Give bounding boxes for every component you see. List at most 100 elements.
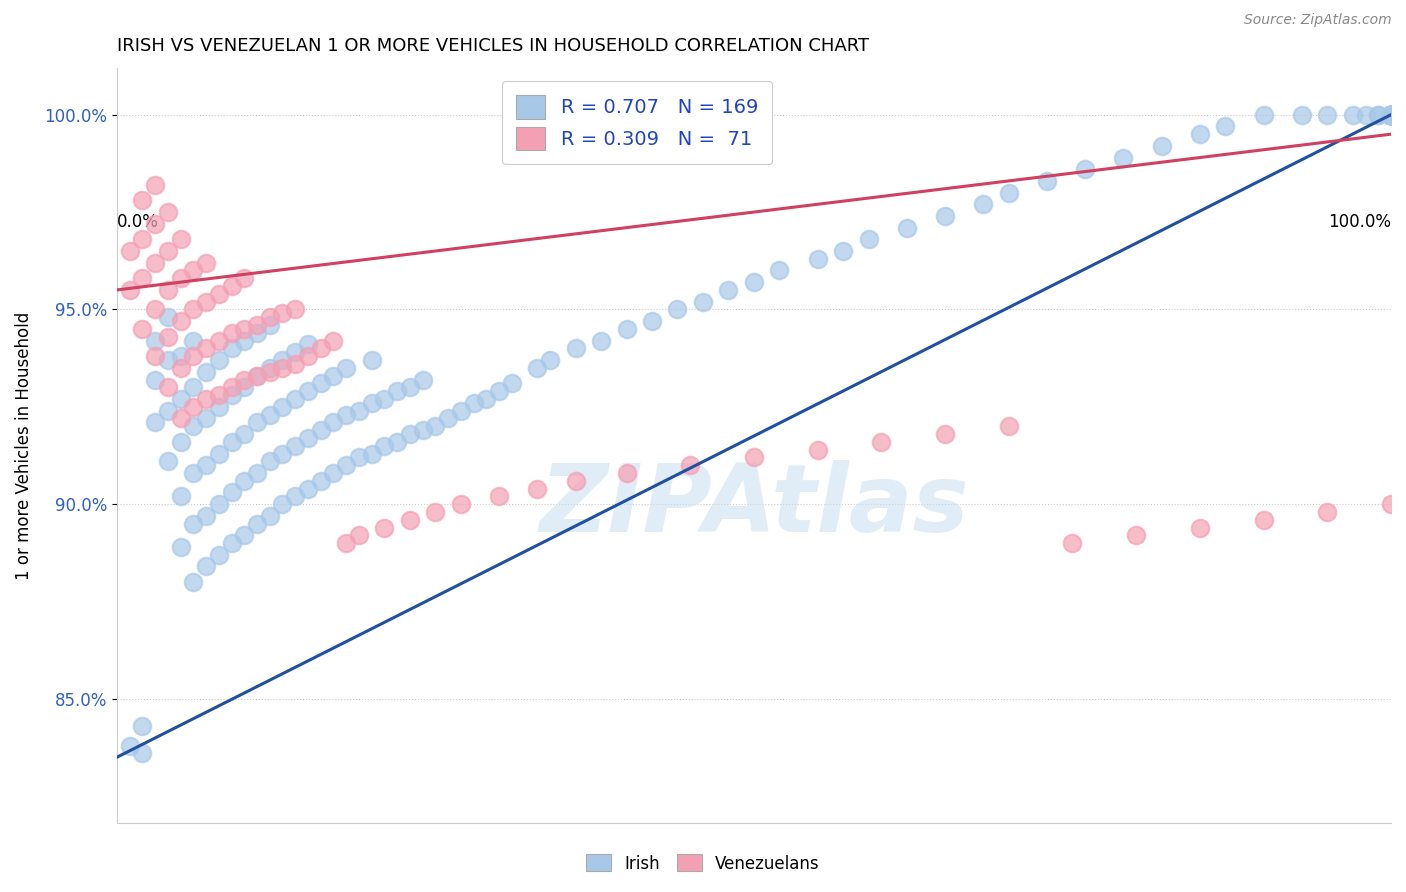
Point bbox=[1125, 528, 1147, 542]
Point bbox=[195, 559, 218, 574]
Point bbox=[169, 349, 191, 363]
Point bbox=[195, 392, 218, 406]
Point bbox=[399, 427, 422, 442]
Point bbox=[169, 392, 191, 406]
Point bbox=[156, 205, 179, 219]
Point bbox=[131, 232, 153, 246]
Point bbox=[143, 217, 166, 231]
Point bbox=[156, 329, 179, 343]
Point bbox=[1379, 108, 1402, 122]
Point bbox=[934, 209, 956, 223]
Point bbox=[246, 516, 269, 531]
Point bbox=[616, 322, 638, 336]
Point bbox=[1316, 108, 1339, 122]
Point bbox=[169, 232, 191, 246]
Point bbox=[335, 360, 357, 375]
Point bbox=[1367, 108, 1389, 122]
Point bbox=[156, 283, 179, 297]
Point bbox=[169, 411, 191, 425]
Point bbox=[181, 419, 204, 434]
Point bbox=[156, 380, 179, 394]
Point bbox=[322, 415, 344, 429]
Point bbox=[233, 322, 256, 336]
Point bbox=[271, 353, 294, 368]
Point bbox=[156, 403, 179, 417]
Point bbox=[807, 442, 830, 457]
Point bbox=[297, 337, 319, 351]
Point bbox=[1379, 108, 1402, 122]
Point bbox=[169, 489, 191, 503]
Point bbox=[233, 427, 256, 442]
Point bbox=[322, 334, 344, 348]
Point bbox=[271, 400, 294, 414]
Point bbox=[463, 396, 485, 410]
Text: 0.0%: 0.0% bbox=[117, 213, 159, 231]
Point bbox=[1379, 108, 1402, 122]
Point bbox=[156, 454, 179, 468]
Point bbox=[195, 458, 218, 473]
Point bbox=[335, 536, 357, 550]
Point bbox=[488, 489, 510, 503]
Point bbox=[221, 326, 243, 340]
Point bbox=[488, 384, 510, 399]
Point bbox=[1379, 108, 1402, 122]
Point bbox=[742, 450, 765, 465]
Point bbox=[169, 360, 191, 375]
Point bbox=[1379, 108, 1402, 122]
Point bbox=[322, 368, 344, 383]
Point bbox=[564, 342, 586, 356]
Point bbox=[208, 400, 231, 414]
Point bbox=[870, 434, 893, 449]
Point bbox=[143, 334, 166, 348]
Point bbox=[246, 368, 269, 383]
Point bbox=[1379, 108, 1402, 122]
Point bbox=[997, 419, 1019, 434]
Point bbox=[335, 408, 357, 422]
Point bbox=[259, 508, 281, 523]
Point bbox=[156, 353, 179, 368]
Point bbox=[271, 497, 294, 511]
Point bbox=[641, 314, 664, 328]
Point bbox=[181, 380, 204, 394]
Point bbox=[1379, 108, 1402, 122]
Point bbox=[1379, 108, 1402, 122]
Point bbox=[181, 334, 204, 348]
Point bbox=[1379, 108, 1402, 122]
Point bbox=[309, 376, 332, 391]
Point bbox=[538, 353, 561, 368]
Point bbox=[934, 427, 956, 442]
Point bbox=[501, 376, 523, 391]
Point bbox=[450, 403, 472, 417]
Point bbox=[1367, 108, 1389, 122]
Point bbox=[195, 365, 218, 379]
Point bbox=[297, 431, 319, 445]
Point bbox=[221, 342, 243, 356]
Point bbox=[246, 368, 269, 383]
Point bbox=[297, 349, 319, 363]
Point bbox=[1379, 108, 1402, 122]
Point bbox=[143, 372, 166, 386]
Point bbox=[896, 220, 918, 235]
Point bbox=[195, 342, 218, 356]
Point bbox=[131, 747, 153, 761]
Point bbox=[1379, 108, 1402, 122]
Point bbox=[373, 520, 395, 534]
Point bbox=[1379, 108, 1402, 122]
Point bbox=[246, 326, 269, 340]
Point bbox=[143, 349, 166, 363]
Point bbox=[221, 388, 243, 402]
Point bbox=[195, 294, 218, 309]
Point bbox=[373, 439, 395, 453]
Point bbox=[259, 318, 281, 332]
Point bbox=[1379, 497, 1402, 511]
Point bbox=[1379, 108, 1402, 122]
Text: ZIPAtlas: ZIPAtlas bbox=[538, 460, 969, 552]
Point bbox=[1379, 108, 1402, 122]
Point bbox=[259, 454, 281, 468]
Point bbox=[1379, 108, 1402, 122]
Point bbox=[1379, 108, 1402, 122]
Point bbox=[373, 392, 395, 406]
Point bbox=[118, 283, 141, 297]
Point bbox=[742, 275, 765, 289]
Point bbox=[221, 380, 243, 394]
